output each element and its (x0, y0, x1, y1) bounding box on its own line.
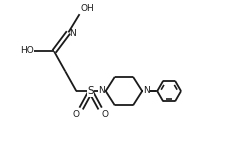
Text: N: N (142, 86, 149, 95)
Text: N: N (69, 29, 76, 38)
Text: OH: OH (80, 4, 94, 13)
Text: O: O (101, 110, 108, 119)
Text: S: S (87, 86, 94, 96)
Text: O: O (73, 110, 79, 119)
Text: HO: HO (20, 46, 33, 55)
Text: N: N (98, 86, 104, 95)
